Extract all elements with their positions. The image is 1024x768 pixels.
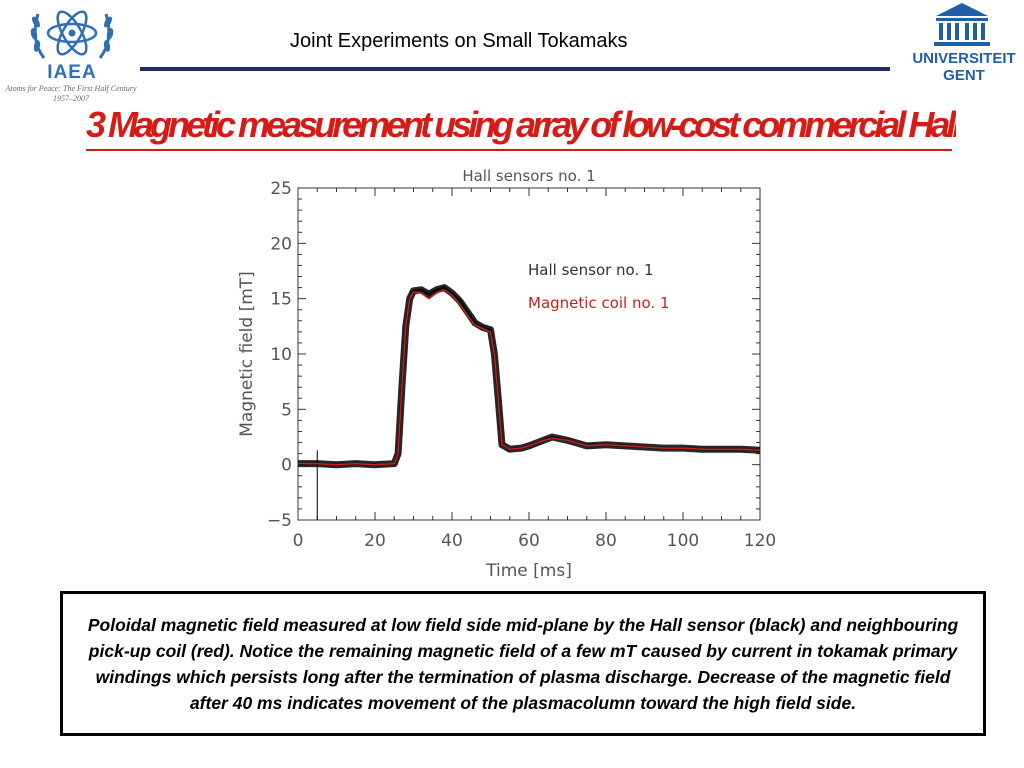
iaea-tagline: Atoms for Peace: The First Half Century … xyxy=(0,84,142,104)
atom-icon xyxy=(30,10,114,59)
x-tick-label: 40 xyxy=(441,531,463,551)
y-tick-label: 20 xyxy=(270,234,292,254)
iaea-tagline-line-2: 1957–2007 xyxy=(53,94,89,103)
x-tick-label: 20 xyxy=(364,531,386,551)
series-line-hall-sensor xyxy=(298,286,761,466)
iaea-wordmark: IAEA xyxy=(47,62,97,83)
x-axis-label: Time [ms] xyxy=(485,561,572,581)
y-tick-label: 25 xyxy=(270,179,292,199)
series-line-magnetic-coil xyxy=(298,289,761,466)
y-tick-label: 0 xyxy=(281,456,292,476)
y-tick-label: 15 xyxy=(270,290,292,310)
y-tick-label: −5 xyxy=(267,511,292,531)
hall-sensor-noise-band xyxy=(298,284,761,469)
y-tick-label: 5 xyxy=(281,400,292,420)
header-title: Joint Experiments on Small Tokamaks xyxy=(290,30,628,52)
legend-entry: Hall sensor no. 1 xyxy=(528,261,654,279)
iaea-logo: IAEA Atoms for Peace: The First Half Cen… xyxy=(0,0,140,112)
plot-frame xyxy=(297,187,761,521)
header-rule xyxy=(140,67,890,71)
caption-box: Poloidal magnetic field measured at low … xyxy=(60,591,986,736)
iaea-tagline-line-1: Atoms for Peace: The First Half Century xyxy=(5,84,137,93)
legend-entry: Magnetic coil no. 1 xyxy=(528,294,669,312)
university-building-icon xyxy=(934,3,990,46)
ugent-logo xyxy=(900,0,1024,100)
x-tick-label: 120 xyxy=(744,531,776,551)
ugent-line-1: UNIVERSITEIT xyxy=(912,50,1016,67)
ugent-wordmark: UNIVERSITEIT GENT xyxy=(905,50,1023,84)
ugent-line-2: GENT xyxy=(943,67,985,84)
x-tick-label: 80 xyxy=(595,531,617,551)
y-axis-label: Magnetic field [mT] xyxy=(237,271,257,437)
x-tick-label: 0 xyxy=(293,531,304,551)
slide-title: 3 Magnetic measurement using array of lo… xyxy=(86,104,956,145)
caption-text: Poloidal magnetic field measured at low … xyxy=(87,614,959,713)
slide-title-underline xyxy=(86,149,952,151)
x-tick-label: 100 xyxy=(667,531,699,551)
y-tick-label: 10 xyxy=(270,345,292,365)
chart-title: Hall sensors no. 1 xyxy=(462,167,595,185)
x-tick-label: 60 xyxy=(518,531,540,551)
